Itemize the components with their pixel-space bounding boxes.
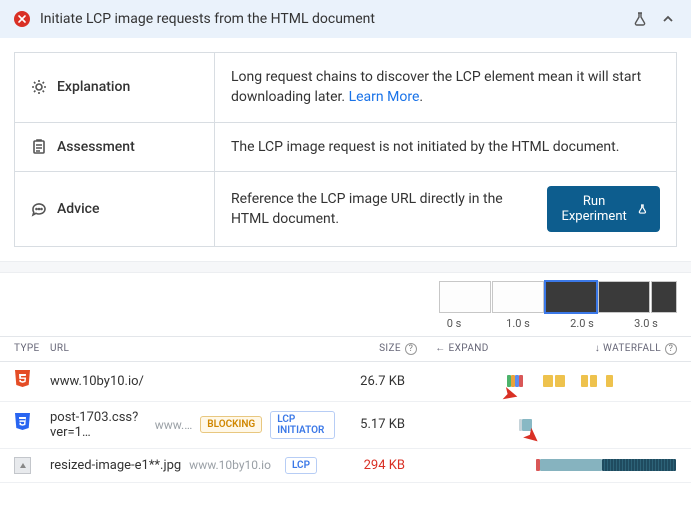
filmstrip-frame[interactable] [651,281,677,313]
explanation-label: Explanation [57,77,130,97]
chat-icon [31,201,47,217]
request-size: 5.17 KB [335,417,405,432]
col-url: URL [50,343,347,355]
col-expand[interactable]: ← EXPAND [417,343,507,355]
help-icon[interactable]: ? [405,343,417,355]
info-table: Explanation Long request chains to disco… [14,52,677,247]
html-file-icon [14,370,31,389]
row-assessment: Assessment The LCP image request is not … [15,122,677,171]
request-size: 294 KB [335,458,405,473]
filmstrip [14,281,677,313]
error-icon [14,11,30,27]
row-explanation: Explanation Long request chains to disco… [15,53,677,123]
assessment-label: Assessment [57,137,135,157]
request-url: post-1703.css?ver=1… [50,410,147,440]
advice-text: Reference the LCP image URL directly in … [231,189,533,230]
image-file-icon [14,457,31,474]
col-type: TYPE [14,343,50,355]
blocking-badge: BLOCKING [200,416,262,433]
filmstrip-frame[interactable] [439,281,491,313]
run-experiment-button[interactable]: Run Experiment [547,186,660,232]
sun-icon [31,79,47,95]
request-host: www.… [155,418,193,432]
collapse-icon[interactable] [659,10,677,28]
learn-more-link[interactable]: Learn More [349,89,420,105]
filmstrip-frame[interactable] [545,281,597,313]
advice-label: Advice [57,199,100,219]
lcp-badge: LCP [285,457,317,474]
time-scale: 0 s1.0 s2.0 s3.0 s [14,317,677,330]
audit-header: Initiate LCP image requests from the HTM… [0,0,691,38]
request-row[interactable]: post-1703.css?ver=1… www.… BLOCKING LCP I… [0,402,691,449]
timeline-section: 0 s1.0 s2.0 s3.0 s [0,273,691,330]
filmstrip-frame[interactable] [492,281,544,313]
request-row[interactable]: resized-image-e1**.jpgwww.10by10.io LCP … [0,449,691,483]
lcp-initiator-badge: LCP INITIATOR [270,411,335,439]
section-divider [0,261,691,273]
help-icon[interactable]: ? [665,343,677,355]
flask-icon[interactable] [631,10,649,28]
request-row[interactable]: www.10by10.io/ 26.7 KB ➤ [0,362,691,402]
explanation-text: Long request chains to discover the LCP … [231,69,641,105]
audit-title: Initiate LCP image requests from the HTM… [40,11,621,27]
request-size: 26.7 KB [335,374,405,389]
info-panel: Explanation Long request chains to disco… [0,38,691,261]
row-advice: Advice Reference the LCP image URL direc… [15,171,677,246]
request-url: www.10by10.io/ [50,374,144,389]
col-waterfall[interactable]: ↓ WATERFALL? [507,343,677,355]
request-url: resized-image-e1**.jpg [50,458,181,473]
waterfall-bar [507,417,677,433]
request-host: www.10by10.io [189,458,271,472]
assessment-text: The LCP image request is not initiated b… [215,122,677,171]
waterfall-bar [507,373,677,389]
requests-header: TYPE URL SIZE? ← EXPAND ↓ WATERFALL? [0,336,691,362]
waterfall-bar [507,457,677,473]
clipboard-icon [31,139,47,155]
filmstrip-frame[interactable] [598,281,650,313]
css-file-icon [14,413,31,432]
col-size[interactable]: SIZE? [347,343,417,355]
